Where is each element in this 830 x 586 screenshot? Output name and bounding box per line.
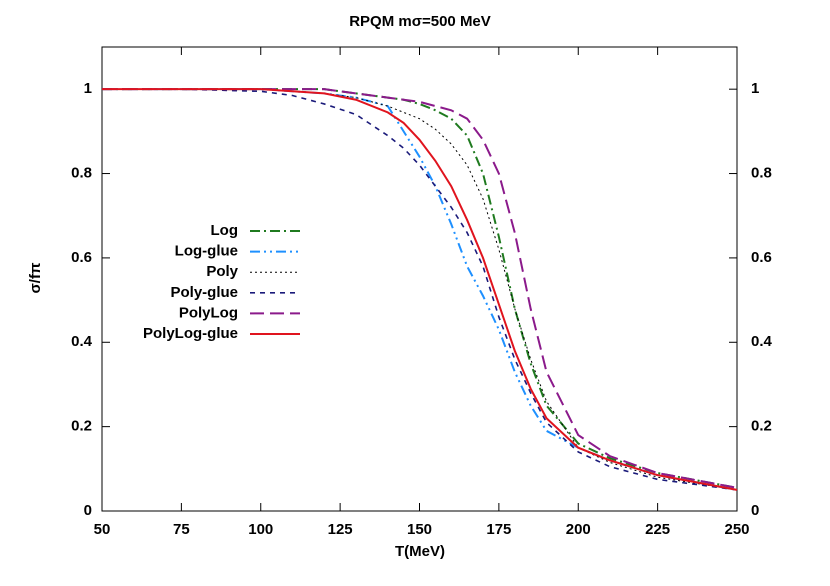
x-tick-label: 250 xyxy=(724,521,749,538)
x-axis-label: T(MeV) xyxy=(395,543,445,560)
x-tick-label: 125 xyxy=(328,521,353,538)
y-tick-label: 0.2 xyxy=(71,418,92,435)
series-line xyxy=(102,88,738,489)
plot-frame xyxy=(101,46,738,512)
x-tick-label: 175 xyxy=(486,521,511,538)
x-tick-label: 150 xyxy=(407,521,432,538)
legend-label: Poly xyxy=(206,263,238,280)
y2-tick-label: 0.6 xyxy=(751,249,772,266)
x-tick-label: 75 xyxy=(173,521,190,538)
x-tick-label: 200 xyxy=(566,521,591,538)
x-tick-label: 100 xyxy=(248,521,273,538)
y-tick-label: 1 xyxy=(84,80,92,97)
y2-tick-label: 0.4 xyxy=(751,333,773,350)
x-tick-label: 225 xyxy=(645,521,670,538)
series-line xyxy=(102,88,738,491)
legend-label: Log-glue xyxy=(175,243,238,260)
series-line xyxy=(102,88,738,491)
y2-tick-label: 0 xyxy=(751,502,759,519)
y2-tick-label: 1 xyxy=(751,80,759,97)
y2-tick-label: 0.2 xyxy=(751,418,772,435)
y2-tick-label: 0.8 xyxy=(751,165,772,182)
legend-label: Poly-glue xyxy=(170,284,238,301)
legend-label: PolyLog-glue xyxy=(143,325,238,342)
y-axis-label: σ/fπ xyxy=(27,262,44,293)
legend-label: PolyLog xyxy=(179,304,238,321)
chart-title: RPQM mσ=500 MeV xyxy=(349,13,491,30)
y-tick-label: 0.4 xyxy=(71,333,93,350)
legend-label: Log xyxy=(211,222,239,239)
y-tick-label: 0.8 xyxy=(71,165,92,182)
y-tick-label: 0.6 xyxy=(71,249,92,266)
x-tick-label: 50 xyxy=(94,521,111,538)
series-line xyxy=(102,88,738,491)
y-tick-label: 0 xyxy=(84,502,92,519)
